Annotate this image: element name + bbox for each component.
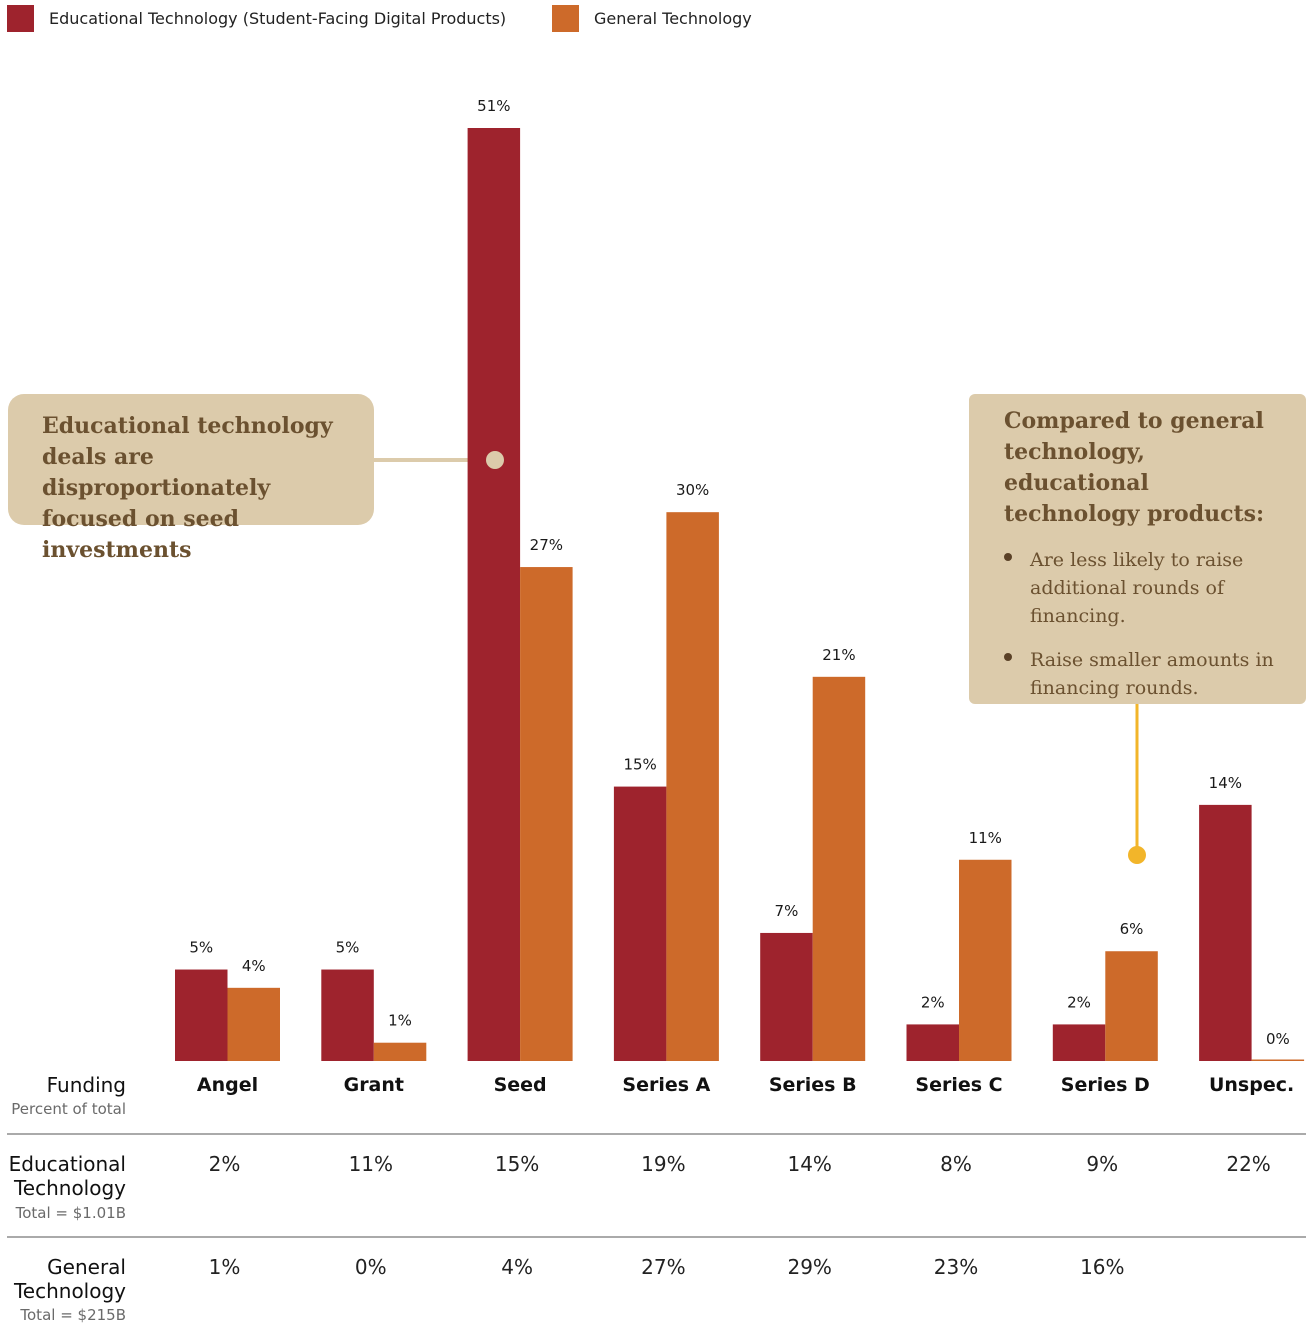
callout-seed-focus: Educational technology deals are disprop… (8, 394, 374, 563)
value-label-edtech-series-b: 7% (775, 902, 799, 920)
bar-edtech-series-d (1052, 1024, 1106, 1061)
value-label-edtech-angel: 5% (189, 939, 213, 957)
bar-general-series-c (959, 859, 1012, 1061)
category-label-angel: Angel (197, 1074, 258, 1096)
bar-edtech-series-a (613, 786, 667, 1061)
bar-general-seed (520, 567, 573, 1061)
value-label-edtech-grant: 5% (336, 939, 360, 957)
bar-edtech-series-c (906, 1024, 959, 1061)
value-label-general-grant: 1% (388, 1012, 412, 1030)
value-label-general-series-c: 11% (969, 829, 1002, 847)
table-cell-general-angel: 1% (209, 1255, 241, 1279)
legend: Educational Technology (Student-Facing D… (7, 5, 752, 32)
bars-group (175, 128, 1305, 1061)
table-cell-edtech-series-a: 19% (641, 1152, 685, 1176)
value-label-edtech-seed: 51% (477, 97, 510, 115)
value-label-edtech-series-c: 2% (921, 993, 945, 1011)
value-label-edtech-unspec: 14% (1209, 774, 1242, 792)
callout-comparison-heading: Compared to general technology, educatio… (1004, 408, 1265, 527)
row-edtech-title-line1: Educational (9, 1152, 126, 1176)
callout-bullet: Raise smaller amounts in financing round… (1004, 646, 1290, 702)
category-label-seed: Seed (494, 1074, 547, 1096)
funding-table: Funding Percent of total Educational Tec… (7, 1073, 1306, 1324)
value-label-general-angel: 4% (242, 957, 266, 975)
table-cell-general-series-a: 27% (641, 1255, 685, 1279)
table-cell-general-series-d: 16% (1080, 1255, 1124, 1279)
bar-general-series-d (1105, 951, 1158, 1061)
category-label-series-a: Series A (622, 1074, 710, 1096)
table-cell-edtech-series-d: 9% (1086, 1152, 1118, 1176)
bar-edtech-seed (467, 128, 521, 1061)
bar-general-unspec (1251, 1059, 1305, 1061)
table-cell-general-series-c: 23% (934, 1255, 978, 1279)
bar-general-grant (373, 1042, 427, 1061)
table-cell-edtech-grant: 11% (349, 1152, 393, 1176)
bar-edtech-unspec (1199, 804, 1252, 1061)
value-label-general-seed: 27% (530, 536, 563, 554)
row-edtech-subtitle: Total = $1.01B (15, 1204, 126, 1222)
bar-general-angel (227, 987, 280, 1061)
legend-label-edtech: Educational Technology (Student-Facing D… (49, 9, 506, 28)
table-cell-edtech-seed: 15% (495, 1152, 539, 1176)
table-header-subtitle: Percent of total (11, 1100, 126, 1118)
table-cell-edtech-series-c: 8% (940, 1152, 972, 1176)
callout-comparison-list: Are less likely to raise additional roun… (1004, 546, 1290, 702)
table-cell-general-seed: 4% (501, 1255, 533, 1279)
bar-edtech-grant (321, 969, 374, 1061)
category-labels-group: Angel Grant Seed Series A Series B Series C Se… (197, 1074, 1294, 1096)
row-general-title-line1: General (47, 1255, 126, 1279)
row-general-cells: 1% 0% 4% 27% 29% 23% 16% (209, 1255, 1125, 1279)
value-label-general-series-d: 6% (1120, 920, 1144, 938)
table-cell-edtech-unspec: 22% (1226, 1152, 1270, 1176)
value-label-edtech-series-d: 2% (1067, 993, 1091, 1011)
legend-label-general: General Technology (594, 9, 752, 28)
bar-general-series-a (666, 512, 719, 1061)
category-label-unspec: Unspec. (1209, 1074, 1294, 1096)
category-label-grant: Grant (344, 1074, 404, 1096)
bar-general-series-b (812, 676, 866, 1061)
value-labels-group: 5% 4% 5% 1% 51% 27% 15% 30% 7% 21% 2% 11% 2% 6% 14% 0% (189, 97, 1289, 1048)
callout-seed-focus-text: Educational technology deals are disprop… (42, 413, 333, 563)
row-edtech-cells: 2% 11% 15% 19% 14% 8% 9% 22% (209, 1152, 1271, 1176)
category-label-series-d: Series D (1061, 1074, 1150, 1096)
bar-edtech-series-b (760, 932, 813, 1061)
callout-right-pointer-dot (1128, 846, 1146, 864)
table-cell-general-grant: 0% (355, 1255, 387, 1279)
row-general-subtitle: Total = $215B (19, 1306, 126, 1324)
callout-comparison: Compared to general technology, educatio… (969, 394, 1306, 704)
table-cell-edtech-angel: 2% (209, 1152, 241, 1176)
table-header-title: Funding (47, 1073, 126, 1097)
category-label-series-c: Series C (915, 1074, 1002, 1096)
callout-bullet: Are less likely to raise additional roun… (1004, 546, 1290, 630)
legend-swatch-edtech (7, 5, 34, 32)
row-edtech-title-line2: Technology (13, 1176, 126, 1200)
value-label-general-series-b: 21% (822, 646, 855, 664)
table-cell-general-series-b: 29% (787, 1255, 831, 1279)
value-label-general-series-a: 30% (676, 481, 709, 499)
bar-edtech-angel (175, 969, 228, 1061)
value-label-general-unspec: 0% (1266, 1030, 1290, 1048)
row-general-title-line2: Technology (13, 1279, 126, 1303)
category-label-series-b: Series B (769, 1074, 857, 1096)
table-cell-edtech-series-b: 14% (787, 1152, 831, 1176)
legend-swatch-general (552, 5, 579, 32)
value-label-edtech-series-a: 15% (623, 756, 656, 774)
callout-left-pointer-dot (486, 451, 504, 469)
